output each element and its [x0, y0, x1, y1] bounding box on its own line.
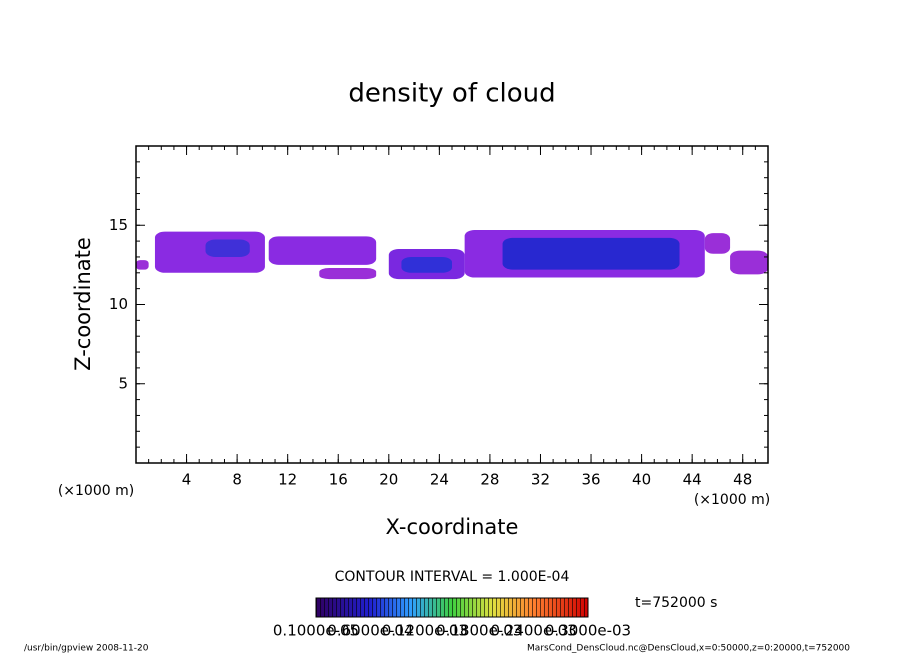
colorbar-label: 0.6000e-04 [327, 622, 413, 640]
cloud-patch [319, 268, 377, 280]
cloud-patch [205, 239, 250, 257]
x-tick-label: 8 [232, 471, 242, 489]
x-tick-label: 40 [632, 471, 651, 489]
plot-frame [135, 145, 769, 464]
colorbar-label: 0.1000e-05 [273, 622, 359, 640]
x-tick-label: 28 [480, 471, 499, 489]
x-tick-label: 44 [683, 471, 702, 489]
cloud-patch [268, 236, 377, 265]
x-axis-label: X-coordinate [386, 515, 519, 539]
chart-title: density of cloud [348, 79, 555, 109]
x-tick-label: 4 [182, 471, 192, 489]
y-tick-label: 15 [109, 216, 128, 234]
y-unit: (×1000 m) [58, 483, 134, 499]
cloud-patch [730, 250, 768, 275]
cloud-patch [136, 260, 149, 270]
footer-left: /usr/bin/gpview 2008-11-20 [24, 644, 149, 654]
y-tick-label: 10 [109, 295, 128, 313]
cloud-patch [704, 233, 731, 254]
y-tick-label: 5 [118, 374, 128, 392]
x-tick-label: 48 [733, 471, 752, 489]
x-tick-label: 12 [278, 471, 297, 489]
x-tick-label: 16 [329, 471, 348, 489]
cloud-patch [502, 237, 680, 270]
colorbar-label: 0.1800e-03 [436, 622, 522, 640]
colorbar-label: 0.2400e-03 [490, 622, 576, 640]
x-unit: (×1000 m) [694, 492, 770, 508]
time-label: t=752000 s [635, 595, 717, 611]
contour-interval: CONTOUR INTERVAL = 1.000E-04 [335, 569, 570, 585]
footer-right: MarsCond_DensCloud.nc@DensCloud,x=0:5000… [527, 644, 850, 654]
y-axis-label: Z-coordinate [71, 237, 95, 371]
colorbar-label: 0.1200e-03 [382, 622, 468, 640]
x-tick-label: 20 [379, 471, 398, 489]
colorbar-label: 0.3000e-03 [545, 622, 631, 640]
colorbar-stripes [316, 598, 588, 617]
cloud-patch [401, 256, 452, 273]
x-tick-label: 36 [581, 471, 600, 489]
x-tick-label: 24 [430, 471, 449, 489]
x-tick-label: 32 [531, 471, 550, 489]
